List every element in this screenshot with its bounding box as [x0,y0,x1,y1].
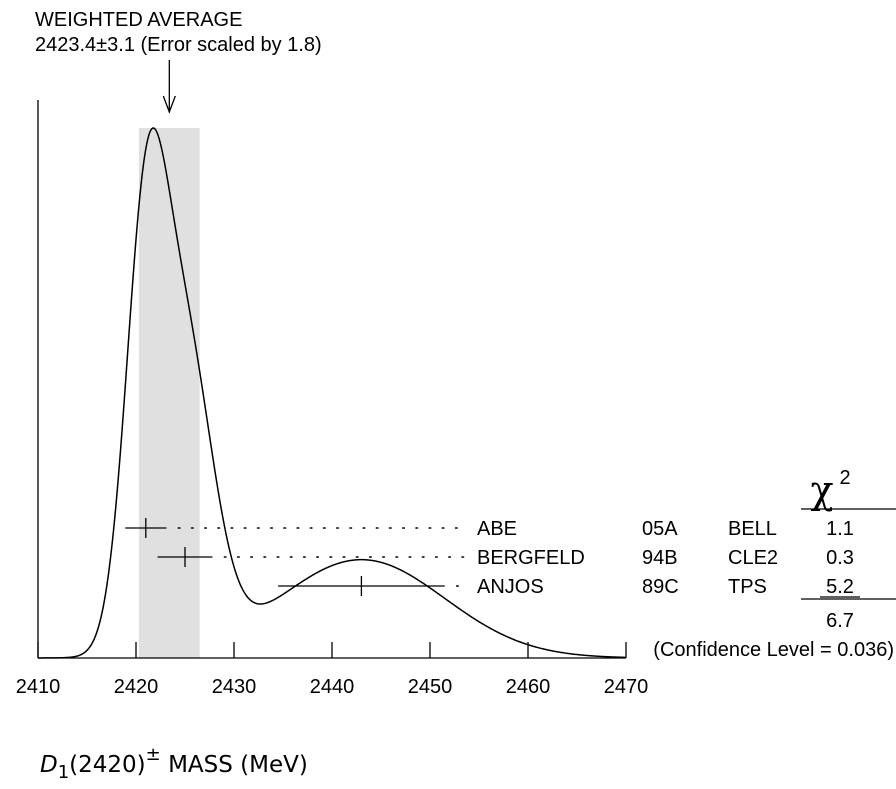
x-axis-paren: (2420) [69,752,146,778]
average-subtitle: 2423.4±3.1 (Error scaled by 1.8) [35,34,322,56]
x-tick-label: 2450 [408,676,453,698]
measurement-row: BERGFELD 94B CLE2 0.3 [157,547,854,569]
x-axis-subscript: 1 [57,762,70,783]
measurement-chi2: 1.1 [826,518,854,540]
measurement-author: BERGFELD [477,547,585,569]
measurement-author: ANJOS [477,576,544,598]
x-axis-label: D1(2420)± MASS (MeV) [40,744,308,783]
measurement-row: ANJOS 89C TPS 5.2 [278,576,854,598]
measurement-experiment: BELL [728,518,777,540]
chi2-header-power: 2 [839,467,850,489]
measurement-row: ABE 05A BELL 1.1 [125,518,854,540]
measurement-author: ABE [477,518,517,540]
average-arrow-head [162,95,176,114]
x-tick-label: 2440 [310,676,355,698]
chi2-header: χ [810,468,833,512]
measurement-year: 94B [642,547,678,569]
x-tick-label: 2470 [604,676,649,698]
measurement-chi2: 5.2 [826,576,854,598]
measurements-layer: ABE 05A BELL 1.1 BERGFELD 94B CLE2 0.3 ANJOS 89C T… [125,518,896,661]
measurement-chi2: 0.3 [826,547,854,569]
x-axis-superscript: ± [145,744,161,765]
confidence-level: (Confidence Level = 0.036) [653,639,894,661]
measurement-year: 05A [642,518,678,540]
x-axis: 2410 2420 2430 2440 2450 2460 2470 [16,100,649,698]
x-tick-label: 2420 [114,676,159,698]
x-tick-label: 2430 [212,676,257,698]
x-axis-symbol: D [40,752,58,778]
header-layer: WEIGHTED AVERAGE 2423.4±3.1 (Error scaled… [35,9,896,512]
chi2-total: 6.7 [826,610,854,632]
average-band-layer [138,128,200,658]
measurement-year: 89C [642,576,679,598]
x-tick-label: 2460 [506,676,551,698]
measurement-experiment: CLE2 [728,547,778,569]
x-axis-text: MASS (MeV) [168,752,308,778]
x-tick-label: 2410 [16,676,61,698]
average-band [138,128,200,658]
measurement-experiment: TPS [728,576,767,598]
average-title: WEIGHTED AVERAGE [35,9,242,31]
